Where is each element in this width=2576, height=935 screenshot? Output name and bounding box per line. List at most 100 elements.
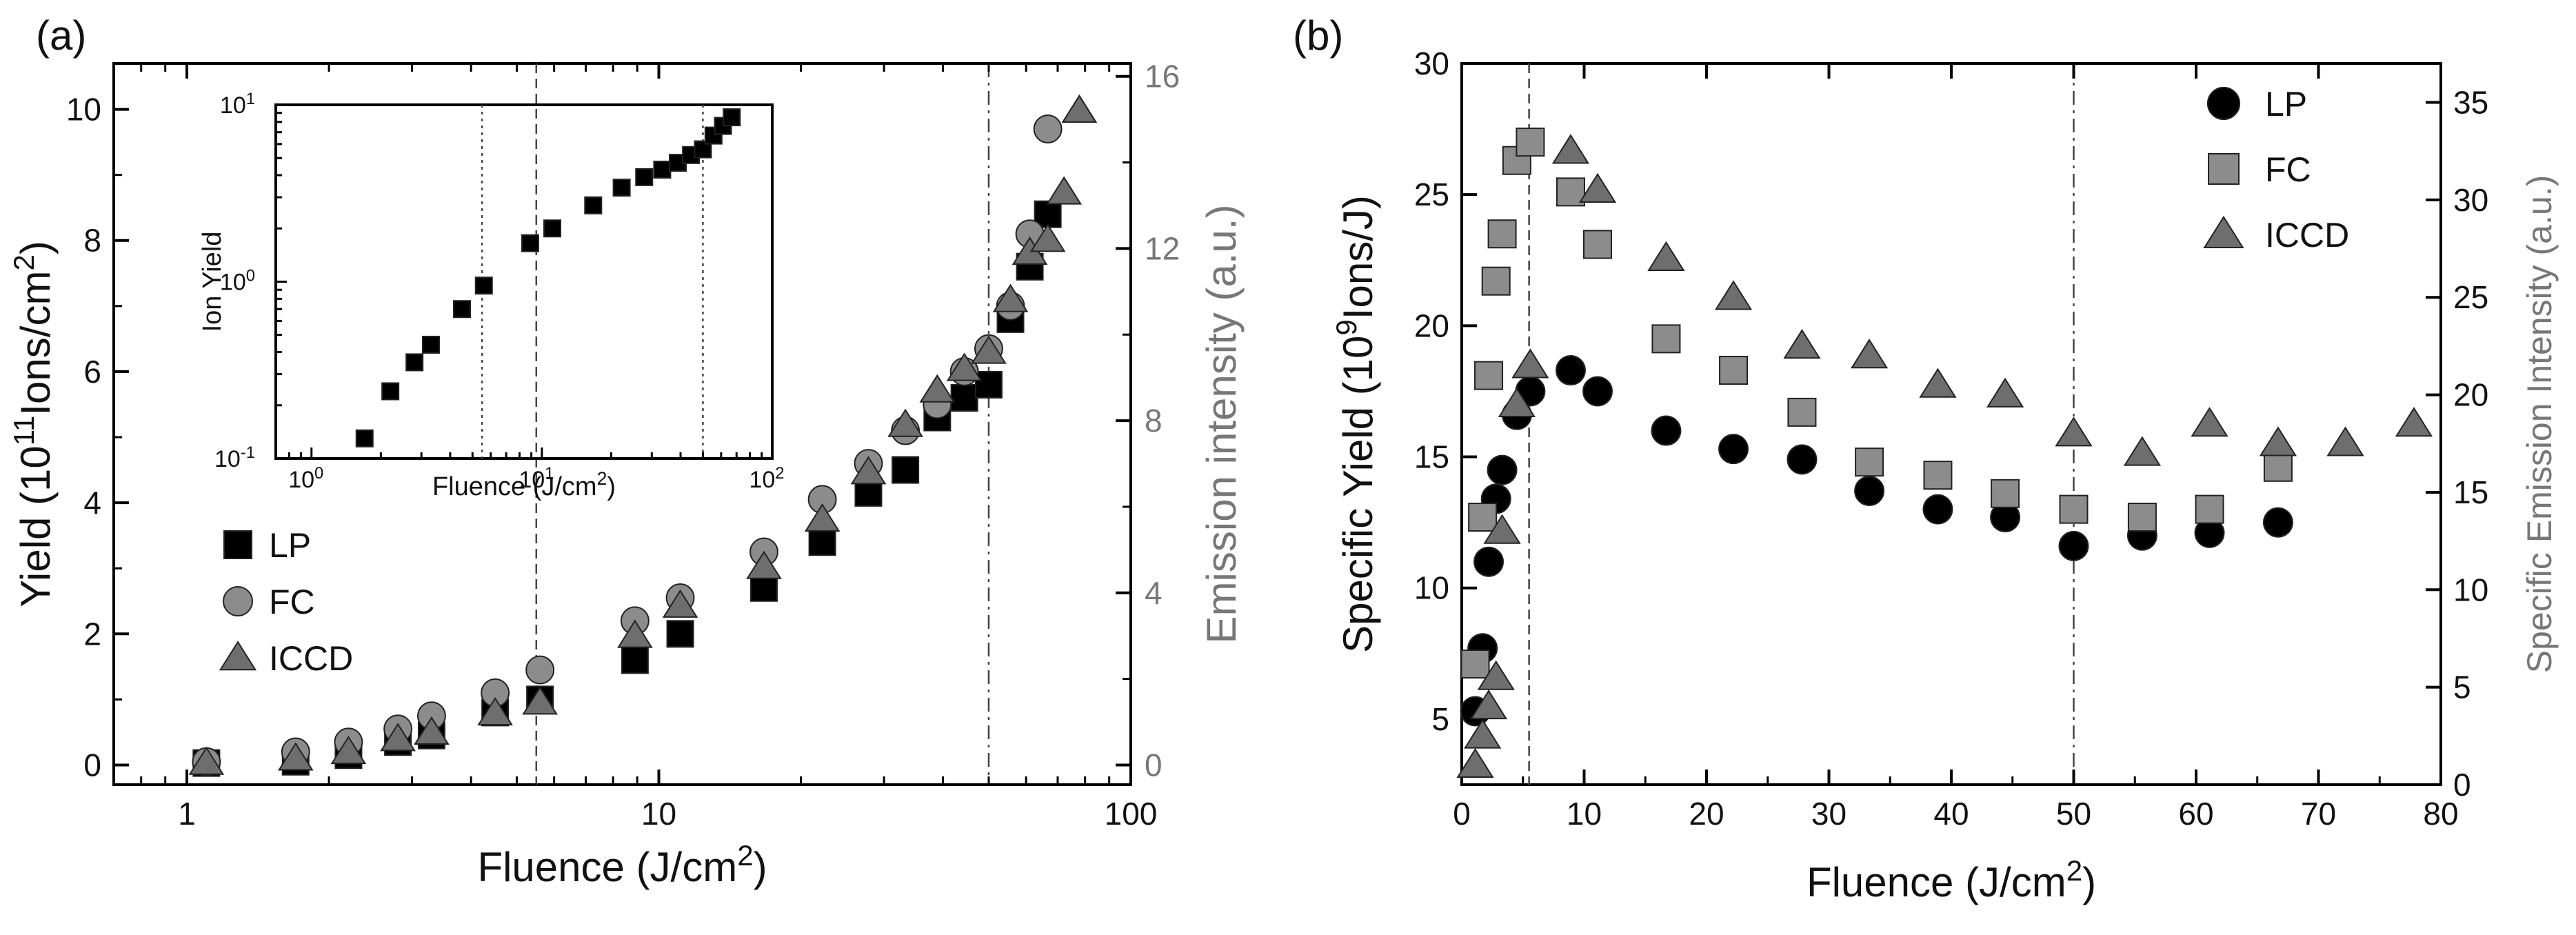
legend-a: LP FC ICCD xyxy=(219,526,353,678)
panel-label-a: (a) xyxy=(36,12,86,59)
point-b-ICCD xyxy=(1469,690,1508,720)
legend-label-a-FC: FC xyxy=(269,583,315,621)
point-b-ICCD xyxy=(1919,368,1957,398)
point-b-LP xyxy=(1487,454,1518,485)
legend-marker-b-LP xyxy=(2206,86,2241,121)
ylabel-b: Specific Yield (109Ions/J) xyxy=(1330,195,1382,653)
series-b-ICCD xyxy=(1456,134,2433,778)
point-a-ICCD xyxy=(277,742,314,771)
point-b-FC xyxy=(1923,461,1953,490)
inset-point xyxy=(381,382,400,401)
point-b-FC xyxy=(1468,503,1498,532)
series-a-ICCD xyxy=(188,94,1098,775)
point-b-FC xyxy=(1474,361,1504,390)
y2tick-label-a: 8 xyxy=(1145,403,1163,439)
point-a-FC xyxy=(525,655,555,685)
point-b-FC xyxy=(2263,452,2293,482)
point-b-FC xyxy=(2059,494,2089,524)
point-a-ICCD xyxy=(992,283,1029,312)
inset-point xyxy=(704,126,723,145)
ytick-label-b: 10 xyxy=(1414,570,1449,606)
y2tick-label-b: 0 xyxy=(2453,767,2471,803)
point-b-FC xyxy=(1583,230,1613,259)
point-b-FC xyxy=(1516,128,1545,157)
point-b-ICCD xyxy=(1511,348,1549,379)
inset-point xyxy=(584,196,603,214)
inset-point xyxy=(422,335,441,354)
point-a-ICCD xyxy=(477,696,513,725)
point-b-ICCD xyxy=(1647,241,1685,271)
panel-label-b: (b) xyxy=(1293,12,1343,59)
point-b-ICCD xyxy=(2259,426,2297,456)
inset-xtick-label: 102 xyxy=(749,464,784,494)
xtick-label-a: 1 xyxy=(178,796,196,832)
y2label-b: Specific Emission Intensity (a.u.) xyxy=(2520,175,2559,674)
inset-point xyxy=(521,234,539,252)
point-b-FC xyxy=(1481,266,1511,296)
point-a-LP xyxy=(666,620,694,648)
point-b-LP xyxy=(1787,444,1818,475)
point-b-ICCD xyxy=(2326,426,2364,456)
point-b-FC xyxy=(1651,324,1681,354)
point-a-ICCD xyxy=(850,456,887,485)
inset-ylabel: Ion Yield xyxy=(198,232,227,332)
y2tick-label-a: 0 xyxy=(1145,747,1163,783)
xtick-label-b: 30 xyxy=(1811,796,1847,832)
point-a-LP xyxy=(892,456,920,484)
point-b-ICCD xyxy=(2395,407,2433,437)
plot-frame-a xyxy=(112,62,1132,786)
point-a-ICCD xyxy=(946,352,983,381)
inset-point xyxy=(405,353,424,372)
inset-point xyxy=(635,168,654,186)
point-b-LP xyxy=(1922,494,1953,525)
point-b-FC xyxy=(1487,219,1517,249)
xtick-label-b: 70 xyxy=(2301,796,2336,832)
xtick-label-b: 20 xyxy=(1689,796,1724,832)
point-b-LP xyxy=(1582,376,1613,407)
point-b-ICCD xyxy=(1464,718,1502,749)
point-b-LP xyxy=(1718,434,1749,465)
inset-ytick-label: 10-1 xyxy=(214,443,255,473)
point-b-ICCD xyxy=(1498,387,1536,417)
inset-series xyxy=(355,108,741,448)
xtick-label-b: 50 xyxy=(2056,796,2091,832)
legend-label-b-FC: FC xyxy=(2265,150,2311,189)
point-b-LP xyxy=(1651,415,1682,446)
legend-label-b-LP: LP xyxy=(2265,85,2307,123)
xtick-label-b: 0 xyxy=(1453,796,1471,832)
point-b-FC xyxy=(1787,397,1817,427)
point-a-LP xyxy=(950,383,978,412)
point-b-ICCD xyxy=(1477,660,1515,690)
y2tick-label-b: 20 xyxy=(2453,377,2488,413)
ytick-label-a: 8 xyxy=(83,223,101,259)
point-b-LP xyxy=(1473,546,1505,577)
point-b-ICCD xyxy=(1783,329,1821,359)
inset-point xyxy=(453,300,472,319)
point-a-ICCD xyxy=(188,746,225,775)
chart-b: (b) 0 10 20 30 40 50 60 70 80 5 10 15 20 25 30 0 5 10 15 20 2… xyxy=(1293,12,2559,905)
point-b-FC xyxy=(1460,650,1490,679)
point-b-LP xyxy=(1555,355,1586,386)
point-a-ICCD xyxy=(1061,94,1098,123)
y2tick-label-a: 16 xyxy=(1145,59,1180,94)
point-a-ICCD xyxy=(804,503,841,532)
y2tick-label-b: 30 xyxy=(2453,182,2488,218)
ytick-label-a: 4 xyxy=(83,485,101,521)
point-a-ICCD xyxy=(1046,176,1083,205)
series-a-LP xyxy=(192,200,1062,777)
y2tick-label-b: 10 xyxy=(2453,572,2488,607)
point-b-ICCD xyxy=(1850,339,1889,369)
point-a-ICCD xyxy=(522,686,558,715)
point-a-ICCD xyxy=(971,335,1007,364)
point-b-LP xyxy=(2058,530,2089,561)
ytick-label-a: 0 xyxy=(83,747,101,783)
inset-point xyxy=(543,219,562,238)
xtick-label-b: 60 xyxy=(2178,796,2213,832)
inset-point xyxy=(612,179,631,197)
y2tick-label-b: 25 xyxy=(2453,279,2488,315)
point-b-LP xyxy=(2262,507,2293,538)
ytick-label-a: 10 xyxy=(66,92,101,128)
xlabel-b: Fluence (J/cm2) xyxy=(1807,854,2096,906)
